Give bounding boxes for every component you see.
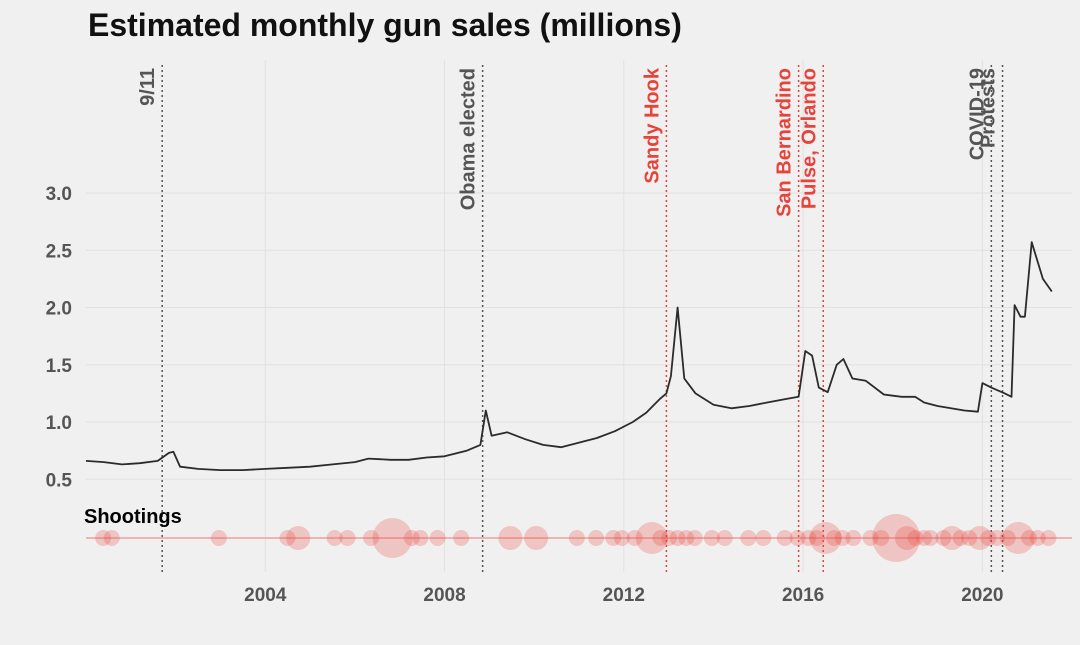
shooting-dot: [826, 530, 843, 546]
shooting-dot: [1002, 522, 1035, 554]
shooting-dot: [872, 514, 921, 562]
shooting-dot: [1040, 530, 1057, 546]
grid: [86, 60, 1072, 572]
shooting-dot: [498, 526, 523, 550]
event-label: Pulse, Orlando: [798, 68, 820, 209]
shooting-dot: [809, 522, 842, 554]
shooting-dot: [279, 530, 296, 546]
shooting-dot: [894, 526, 919, 550]
shooting-dot: [980, 530, 997, 546]
shooting-dot: [669, 530, 686, 546]
shooting-dot: [326, 530, 343, 546]
shooting-dot: [363, 530, 380, 546]
shooting-dot: [626, 530, 643, 546]
shooting-dot: [635, 522, 668, 554]
shooting-dot: [922, 530, 939, 546]
shooting-dot: [1029, 530, 1046, 546]
event-label: Obama elected: [458, 68, 480, 210]
shooting-dot: [967, 526, 992, 550]
shootings-track: [86, 514, 1072, 562]
shooting-dot: [453, 530, 470, 546]
shooting-dot: [429, 530, 446, 546]
x-tick-label: 2004: [244, 585, 287, 606]
shooting-dot: [286, 526, 311, 550]
x-axis: 2004 2008 2012 2016 2020: [244, 585, 1003, 606]
shooting-dot: [339, 530, 356, 546]
shooting-dot: [703, 530, 720, 546]
event-lines: 9/11 Obama elected Sandy Hook San Bernardin…: [137, 65, 1004, 572]
shooting-dot: [740, 530, 757, 546]
y-tick-label: 1.0: [46, 413, 72, 434]
chart-title: Estimated monthly gun sales (millions): [88, 7, 682, 43]
x-tick-label: 2016: [782, 585, 824, 606]
shooting-dot: [952, 530, 969, 546]
y-tick-label: 3.0: [46, 184, 72, 205]
y-tick-label: 2.5: [46, 241, 73, 262]
shooting-dot: [988, 530, 1005, 546]
shooting-dot: [845, 530, 862, 546]
shooting-dot: [686, 530, 703, 546]
y-tick-label: 0.5: [46, 470, 73, 491]
shooting-dot: [834, 530, 851, 546]
shooting-dot: [716, 530, 733, 546]
shooting-dot: [568, 530, 585, 546]
event-label: San Bernardino: [774, 68, 796, 217]
shooting-dot: [605, 530, 622, 546]
shooting-dot: [652, 530, 669, 546]
shooting-dot: [403, 530, 420, 546]
shooting-dot: [613, 530, 630, 546]
x-tick-label: 2012: [603, 585, 645, 606]
shooting-dot: [789, 530, 806, 546]
shooting-dot: [210, 530, 227, 546]
shooting-dot: [808, 530, 825, 546]
shooting-dot: [661, 530, 678, 546]
shooting-dot: [755, 530, 772, 546]
x-tick-label: 2008: [423, 585, 465, 606]
y-tick-label: 1.5: [46, 356, 73, 377]
gun-sales-line-group: [85, 241, 1053, 472]
shooting-dot: [412, 530, 429, 546]
shooting-dot: [678, 530, 695, 546]
shooting-dot: [95, 530, 112, 546]
x-tick-label: 2020: [961, 585, 1003, 606]
event-label: Sandy Hook: [641, 67, 663, 183]
shooting-dot: [999, 530, 1016, 546]
shooting-dot: [961, 530, 978, 546]
shooting-dot: [862, 530, 879, 546]
event-label: COVID-19: [966, 68, 988, 160]
shooting-dot: [103, 530, 120, 546]
shooting-dot: [1021, 530, 1038, 546]
shooting-dot: [800, 530, 817, 546]
y-axis: 0.5 1.0 1.5 2.0 2.5 3.0: [46, 184, 73, 491]
shooting-dot: [873, 530, 890, 546]
y-tick-label: 2.0: [46, 299, 72, 320]
shooting-dot: [916, 530, 933, 546]
shooting-dot: [939, 526, 964, 550]
gun-sales-line: [85, 241, 1053, 472]
event-label: 9/11: [137, 68, 159, 106]
event-label: Protests: [978, 68, 1000, 148]
shooting-dot: [776, 530, 793, 546]
shooting-dot: [907, 530, 924, 546]
shooting-dot: [524, 526, 549, 550]
shooting-dot: [372, 518, 413, 558]
shootings-label: Shootings: [84, 506, 182, 528]
shooting-dot: [588, 530, 605, 546]
shooting-dot: [935, 530, 952, 546]
